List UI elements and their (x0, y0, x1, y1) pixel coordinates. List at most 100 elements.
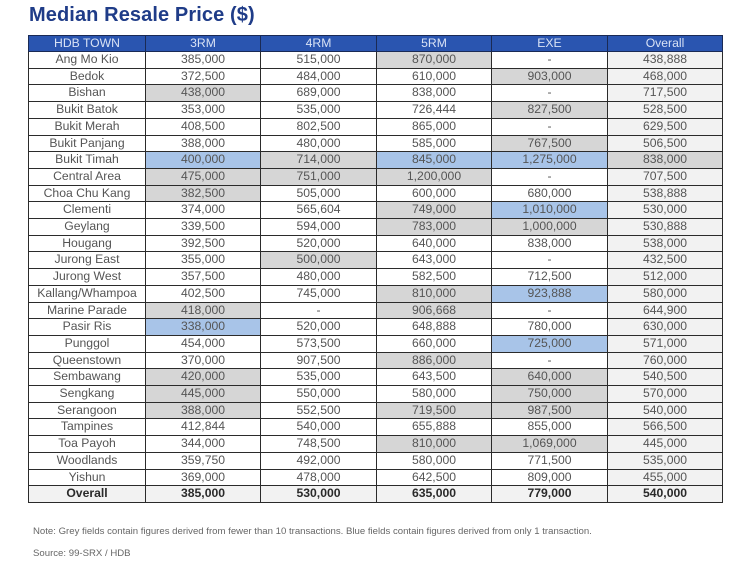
cell-total-4rm: 530,000 (260, 485, 377, 503)
cell-5rm: 838,000 (376, 84, 492, 103)
cell-4rm: 500,000 (260, 251, 377, 270)
cell-4rm: 552,500 (260, 401, 377, 420)
cell-5rm: 845,000 (376, 151, 492, 169)
cell-overall: 528,500 (607, 101, 723, 119)
cell-3rm: 370,000 (145, 351, 261, 370)
cell-3rm: 385,000 (145, 51, 261, 69)
cell-4rm: 478,000 (260, 468, 377, 487)
cell-4rm: 515,000 (260, 51, 377, 69)
cell-4rm: 573,500 (260, 334, 377, 353)
cell-3rm: 475,000 (145, 167, 261, 186)
cell-3rm: 357,500 (145, 268, 261, 286)
cell-5rm: 749,000 (376, 201, 492, 220)
table-header-row: HDB TOWN 3RM 4RM 5RM EXE Overall (28, 35, 723, 52)
cell-town: Bukit Batok (28, 101, 146, 119)
cell-exe: 767,500 (491, 134, 608, 153)
table-row: Marine Parade 418,000-906,668-644,900 (28, 301, 723, 320)
cell-overall: 540,500 (607, 368, 723, 387)
cell-overall: 438,888 (607, 51, 723, 69)
table-row: Jurong West 357,500 480,000 582,500 712,500 5… (28, 268, 723, 286)
cell-3rm: 412,844 (145, 418, 261, 437)
cell-town: Clementi (28, 201, 146, 220)
cell-3rm: 353,000 (145, 101, 261, 119)
table-row: Bedok 372,500 484,000 610,000 903,000 468,000 (28, 67, 723, 86)
footnote: Note: Grey fields contain figures derive… (33, 526, 592, 537)
cell-town: Queenstown (28, 351, 146, 370)
cell-overall: 468,000 (607, 67, 723, 86)
cell-exe: - (491, 51, 608, 69)
cell-town: Bukit Merah (28, 117, 146, 136)
cell-town: Central Area (28, 167, 146, 186)
cell-overall: 512,000 (607, 268, 723, 286)
cell-town: Punggol (28, 334, 146, 353)
cell-exe: 1,000,000 (491, 218, 608, 236)
cell-4rm: 550,000 (260, 385, 377, 403)
cell-town: Serangoon (28, 401, 146, 420)
table-row: Clementi 374,000 565,604 749,000 1,010,000 53… (28, 201, 723, 220)
cell-4rm: 480,000 (260, 268, 377, 286)
table-row: Jurong East 355,000 500,000 643,000-432,500 (28, 251, 723, 270)
cell-5rm: 610,000 (376, 67, 492, 86)
cell-total-3rm: 385,000 (145, 485, 261, 503)
column-header-4rm: 4RM (260, 35, 377, 52)
cell-4rm: 802,500 (260, 117, 377, 136)
cell-overall: 538,888 (607, 184, 723, 203)
cell-overall: 760,000 (607, 351, 723, 370)
cell-4rm: 594,000 (260, 218, 377, 236)
cell-exe: - (491, 351, 608, 370)
cell-3rm: 382,500 (145, 184, 261, 203)
table-row: Choa Chu Kang 382,500 505,000 600,000 680,00… (28, 184, 723, 203)
table-row: Woodlands 359,750 492,000 580,000 771,500 535… (28, 451, 723, 470)
cell-town: Bukit Panjang (28, 134, 146, 153)
cell-3rm: 388,000 (145, 401, 261, 420)
cell-exe: 712,500 (491, 268, 608, 286)
cell-exe: - (491, 167, 608, 186)
cell-town: Tampines (28, 418, 146, 437)
cell-overall: 540,000 (607, 401, 723, 420)
table-row: Bukit Panjang 388,000 480,000 585,000 767,50… (28, 134, 723, 153)
cell-town: Sembawang (28, 368, 146, 387)
cell-5rm: 600,000 (376, 184, 492, 203)
column-header-3rm: 3RM (145, 35, 261, 52)
cell-town: Ang Mo Kio (28, 51, 146, 69)
cell-5rm: 580,000 (376, 451, 492, 470)
cell-3rm: 344,000 (145, 435, 261, 453)
cell-4rm: 484,000 (260, 67, 377, 86)
cell-overall: 432,500 (607, 251, 723, 270)
table-row: Tampines 412,844 540,000 655,888 855,000 566,… (28, 418, 723, 437)
cell-5rm: 865,000 (376, 117, 492, 136)
cell-4rm: 907,500 (260, 351, 377, 370)
cell-exe: 1,069,000 (491, 435, 608, 453)
cell-overall: 838,000 (607, 151, 723, 169)
table-total-row: Overall 385,000 530,000 635,000 779,000 540,0… (28, 485, 723, 503)
cell-exe: 923,888 (491, 284, 608, 303)
cell-exe: 809,000 (491, 468, 608, 487)
cell-total-5rm: 635,000 (376, 485, 492, 503)
cell-exe: - (491, 117, 608, 136)
cell-4rm: 751,000 (260, 167, 377, 186)
cell-5rm: 726,444 (376, 101, 492, 119)
cell-3rm: 418,000 (145, 301, 261, 320)
cell-overall: 538,000 (607, 234, 723, 253)
cell-5rm: 655,888 (376, 418, 492, 437)
cell-town: Woodlands (28, 451, 146, 470)
cell-3rm: 339,500 (145, 218, 261, 236)
cell-town: Bishan (28, 84, 146, 103)
cell-exe: 750,000 (491, 385, 608, 403)
table-row: Pasir Ris 338,000 520,000 648,888 780,000 630… (28, 318, 723, 336)
cell-5rm: 640,000 (376, 234, 492, 253)
cell-3rm: 400,000 (145, 151, 261, 169)
cell-overall: 535,000 (607, 451, 723, 470)
cell-exe: 725,000 (491, 334, 608, 353)
cell-exe: - (491, 301, 608, 320)
cell-town: Jurong East (28, 251, 146, 270)
cell-3rm: 392,500 (145, 234, 261, 253)
cell-exe: 827,500 (491, 101, 608, 119)
cell-5rm: 580,000 (376, 385, 492, 403)
cell-exe: 838,000 (491, 234, 608, 253)
cell-3rm: 402,500 (145, 284, 261, 303)
cell-4rm: 480,000 (260, 134, 377, 153)
table-row: Kallang/Whampoa 402,500 745,000 810,000 923,… (28, 284, 723, 303)
cell-5rm: 810,000 (376, 435, 492, 453)
cell-5rm: 783,000 (376, 218, 492, 236)
